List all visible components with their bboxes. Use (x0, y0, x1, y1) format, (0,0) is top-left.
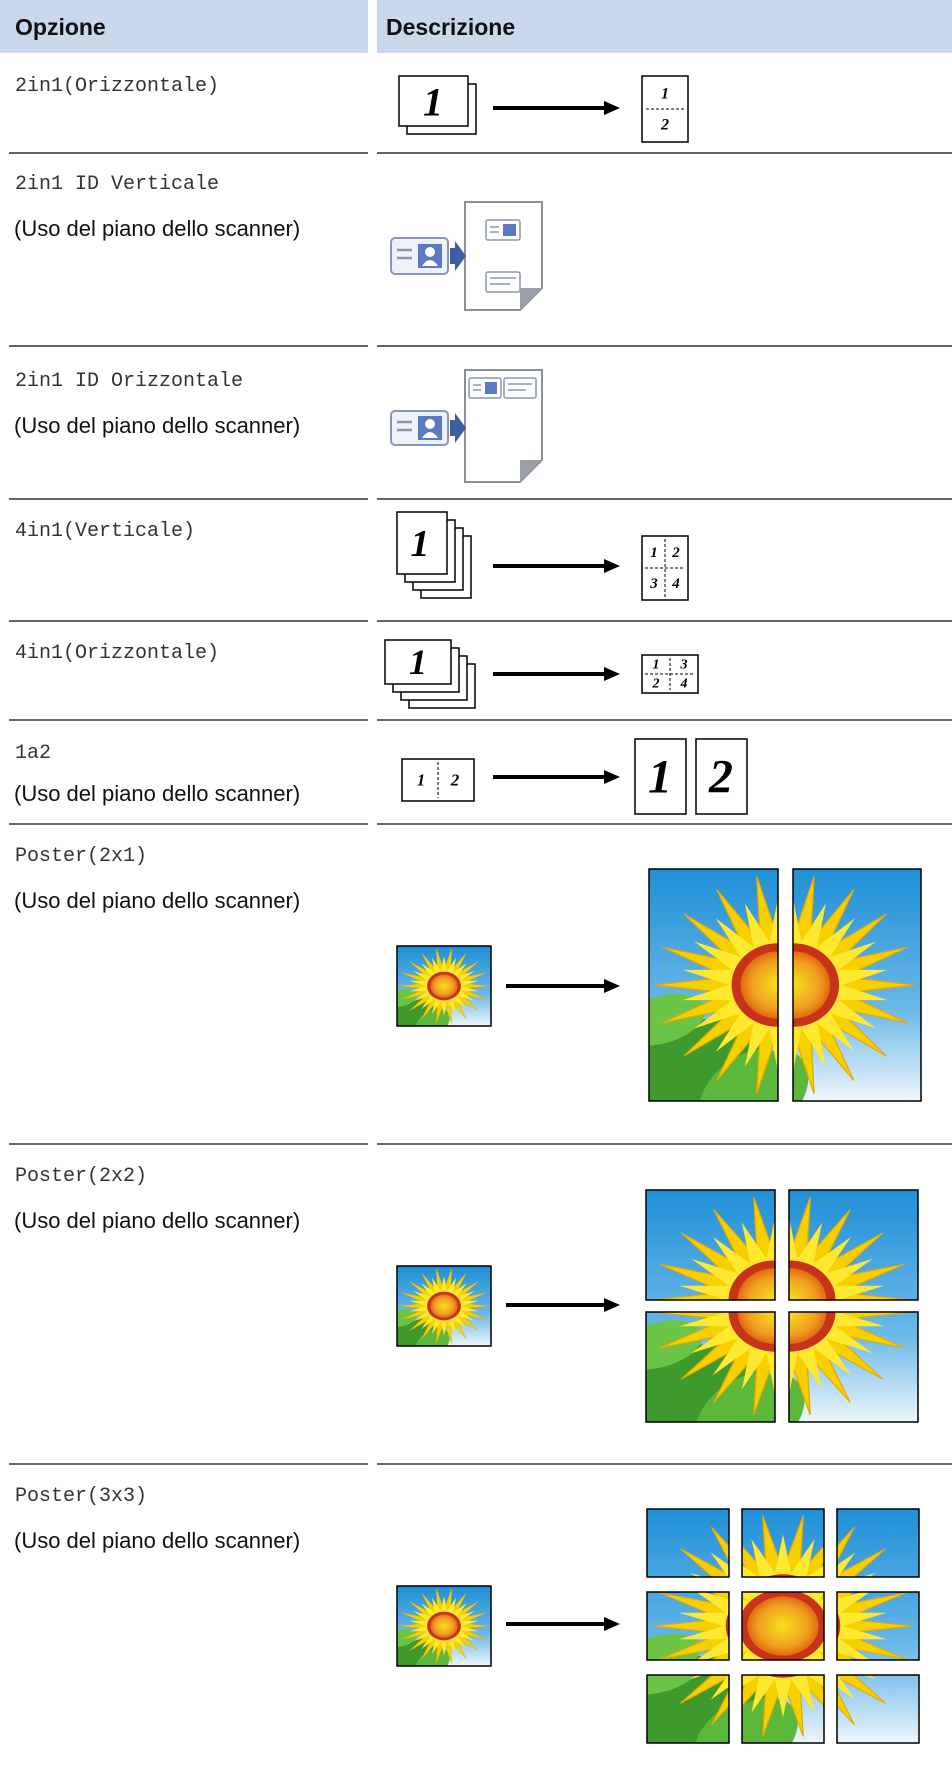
option-label: 1a2 (15, 742, 51, 765)
header-cell (377, 0, 952, 53)
figure-text: 1 (648, 751, 672, 804)
illustration (390, 369, 543, 483)
header-label: Opzione (15, 14, 106, 40)
option-label: 4in1(Verticale) (15, 520, 195, 543)
option-label: 2in1 ID Verticale (15, 173, 219, 196)
figure-text: 2 (660, 117, 669, 134)
sunflower (397, 946, 491, 1026)
arrows (493, 101, 620, 1631)
tile-border (741, 1674, 825, 1744)
sunflower (397, 1586, 491, 1666)
option-note: (Uso del piano dello scanner) (14, 888, 300, 913)
arrow-head (604, 101, 620, 115)
tile-border (741, 1508, 825, 1578)
option-label: 2in1(Orizzontale) (15, 75, 219, 98)
illustration (390, 201, 543, 311)
figure-text: 3 (649, 576, 658, 592)
figure-text: 4 (671, 576, 680, 592)
option-label: 4in1(Orizzontale) (15, 642, 219, 665)
option-label: 2in1 ID Orizzontale (15, 370, 243, 393)
option-label: Poster(2x1) (15, 845, 147, 868)
poster-illustrations (396, 868, 922, 1744)
tile-border (648, 868, 779, 1102)
figure-text: 2 (708, 751, 733, 804)
image-tile (397, 946, 491, 1026)
tile-border (396, 1585, 492, 1667)
arrow-head (604, 559, 620, 573)
figure-text: 2 (671, 545, 680, 561)
header-label: Descrizione (386, 14, 515, 40)
tile-border (741, 1591, 825, 1661)
tile-border (645, 1189, 776, 1301)
tile-border (836, 1591, 920, 1661)
figure-text: 3 (680, 658, 688, 673)
option-label: Poster(3x3) (15, 1485, 147, 1508)
option-note: (Uso del piano dello scanner) (14, 413, 300, 438)
tile-border (836, 1674, 920, 1744)
figure-text: 1 (661, 86, 669, 103)
tile-border (396, 945, 492, 1027)
illustration: 1 1 2 (398, 75, 689, 143)
figure-text: 2 (450, 771, 460, 790)
option-note: (Uso del piano dello scanner) (14, 216, 300, 241)
tile-border (396, 1265, 492, 1347)
arrow-head (604, 770, 620, 784)
figure-text: 1 (423, 80, 443, 125)
illustration: 1 1 2 3 4 (396, 511, 689, 601)
tile-border (788, 1189, 919, 1301)
figure-text: 1 (653, 658, 660, 673)
arrow-head (604, 979, 620, 993)
figure-text: 1 (650, 545, 658, 561)
tile-border (788, 1311, 919, 1423)
tile-border (646, 1591, 730, 1661)
tile-border (792, 868, 922, 1102)
illustration: 1 2 1 2 (401, 738, 748, 815)
figure-text: 1 (411, 523, 430, 565)
figure-text: 1 (409, 642, 427, 682)
tile-border (646, 1674, 730, 1744)
row-separators (9, 152, 952, 1465)
arrow-head (604, 1298, 620, 1312)
tile-border (645, 1311, 776, 1423)
option-note: (Uso del piano dello scanner) (14, 1208, 300, 1233)
illustration: 1 1 3 2 4 (384, 639, 699, 709)
image-tile (397, 1586, 491, 1666)
option-note: (Uso del piano dello scanner) (14, 781, 300, 806)
tile-border (646, 1508, 730, 1578)
arrow-head (604, 667, 620, 681)
figure-text: 2 (652, 677, 660, 692)
option-label: Poster(2x2) (15, 1165, 147, 1188)
header-cell (0, 0, 368, 53)
arrow-head (604, 1617, 620, 1631)
image-tile (397, 1266, 491, 1346)
tile-border (836, 1508, 920, 1578)
sunflower (397, 1266, 491, 1346)
figure-text: 4 (680, 677, 688, 692)
figure-text: 1 (417, 771, 426, 790)
option-note: (Uso del piano dello scanner) (14, 1528, 300, 1553)
